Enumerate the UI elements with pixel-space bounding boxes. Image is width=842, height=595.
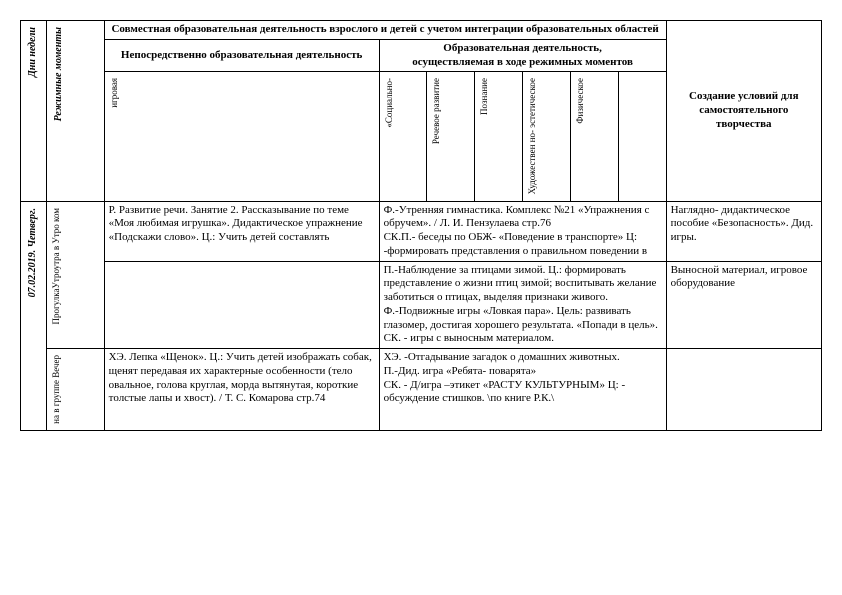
r1-during: Ф.-Утренняя гимнастика. Комплекс №21 «Уп…: [379, 201, 666, 261]
r1-cond: Наглядно- дидактическое пособие «Безопас…: [666, 201, 821, 261]
planning-table-sheet: Дни недели Режимные моменты Совместная о…: [20, 20, 822, 431]
hdr-joint: Совместная образовательная деятельность …: [104, 21, 666, 40]
r2-direct: [104, 261, 379, 349]
hdr-days: Дни недели: [21, 21, 47, 202]
r2-during: П.-Наблюдение за птицами зимой. Ц.: форм…: [379, 261, 666, 349]
r2-cond: Выносной материал, игровое оборудование: [666, 261, 821, 349]
moment-morning: ПрогулкаУтроутра в Утро ком: [47, 201, 104, 349]
planning-table: Дни недели Режимные моменты Совместная о…: [20, 20, 822, 431]
hdr-conditions: Создание условий для самостоятельного тв…: [666, 21, 821, 202]
hdr-area-5: Художествен но- эстетическое: [523, 72, 571, 201]
hdr-direct: Непосредственно образовательная деятельн…: [104, 39, 379, 72]
r1-direct: Р. Развитие речи. Занятие 2. Рассказыван…: [104, 201, 379, 261]
hdr-during: Образовательная деятельность, осуществля…: [379, 39, 666, 72]
hdr-area-4: Познание: [475, 72, 523, 201]
moment-evening: на в группе Вечер: [47, 349, 104, 431]
r3-cond: [666, 349, 821, 431]
hdr-area-6: Физическое: [570, 72, 618, 201]
hdr-moments: Режимные моменты: [47, 21, 104, 202]
date-cell: 07.02.2019. Четверг.: [21, 201, 47, 430]
r3-during: ХЭ. -Отгадывание загадок о домашних живо…: [379, 349, 666, 431]
r3-direct: ХЭ. Лепка «Щенок». Ц.: Учить детей изобр…: [104, 349, 379, 431]
hdr-area-3: Речевое развитие: [427, 72, 475, 201]
hdr-area-2: «Социально-: [379, 72, 427, 201]
hdr-area-1: игровая: [104, 72, 379, 201]
